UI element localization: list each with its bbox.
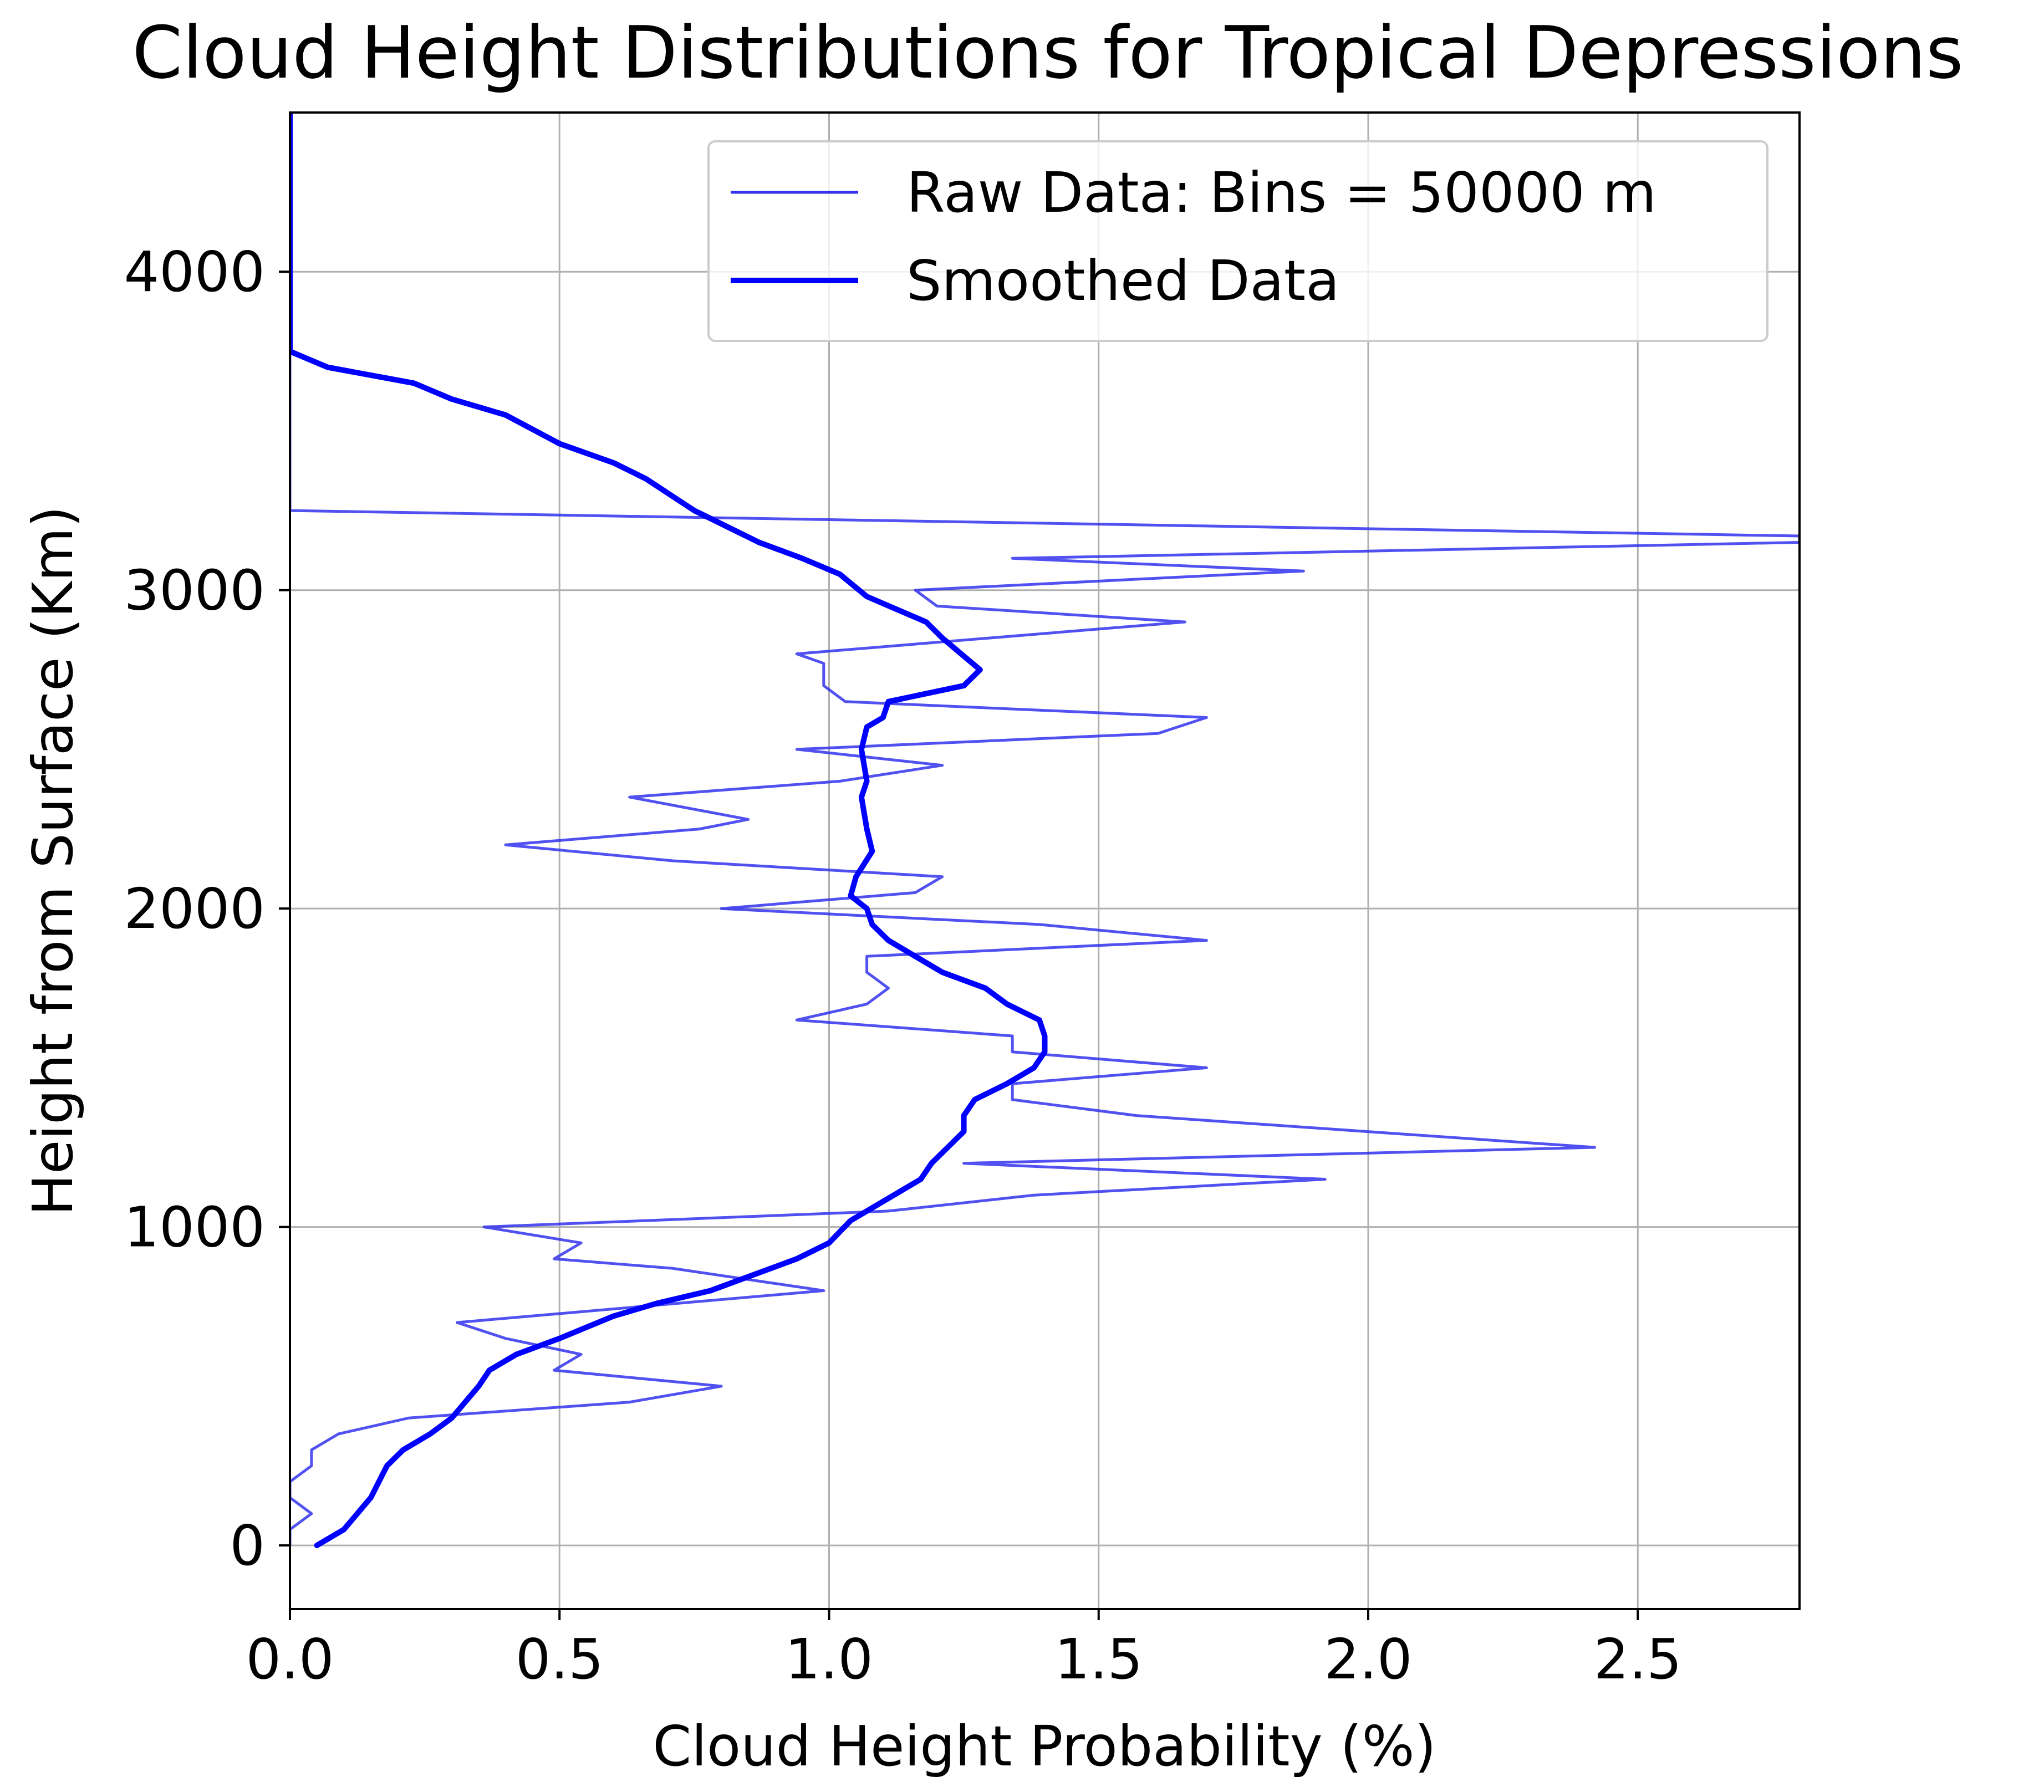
x-tick-label: 1.0	[785, 1627, 873, 1692]
y-tick-label: 3000	[124, 558, 266, 623]
smoothed-data-line	[290, 113, 1048, 1549]
chart-title: Cloud Height Distributions for Tropical …	[132, 11, 1963, 95]
plot-frame	[289, 111, 1801, 1610]
ticks-layer: 0.0 0.5 1.0 1.5 2.0 2.5 0 1000 2000 3000 4000	[124, 239, 1682, 1692]
legend: Raw Data: Bins = 50000 m Smoothed Data	[707, 140, 1768, 342]
legend-frame	[707, 140, 1768, 342]
x-tick-label: 0.5	[516, 1627, 604, 1692]
y-axis-label: Height from Surface (Km)	[21, 506, 85, 1216]
y-tick-label: 4000	[124, 239, 266, 304]
y-tick-label: 0	[230, 1513, 265, 1578]
x-tick-label: 2.0	[1324, 1627, 1412, 1692]
x-axis-label: Cloud Height Probability (%)	[653, 1714, 1436, 1779]
y-tick-label: 2000	[124, 876, 266, 941]
x-tick-label: 1.5	[1054, 1627, 1143, 1692]
x-tick-label: 0.0	[246, 1627, 334, 1692]
series-layer	[290, 113, 1800, 1549]
legend-label-smoothed: Smoothed Data	[906, 248, 1339, 313]
legend-label-raw: Raw Data: Bins = 50000 m	[906, 160, 1656, 225]
y-tick-label: 1000	[124, 1195, 266, 1260]
raw-data-line	[290, 113, 1800, 1547]
x-tick-label: 2.5	[1594, 1627, 1682, 1692]
